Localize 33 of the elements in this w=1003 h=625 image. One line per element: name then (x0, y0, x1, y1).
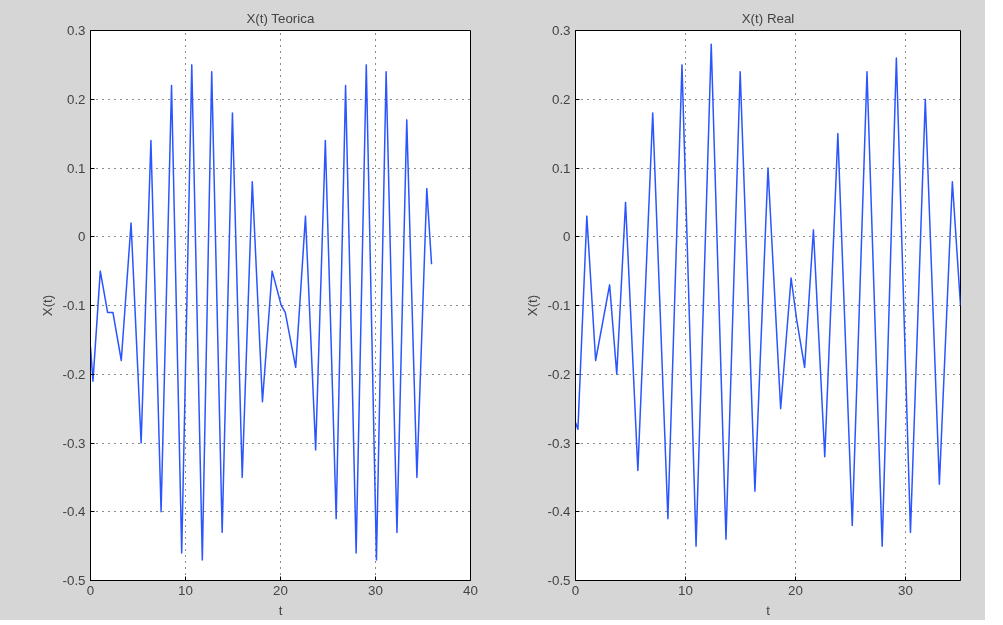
x-tick-label: 20 (273, 582, 288, 598)
chart-title: X(t) Real (741, 10, 795, 26)
y-axis-title: X(t) (39, 294, 55, 317)
y-tick-label: -0.3 (547, 435, 571, 451)
x-axis-title: t (278, 602, 283, 618)
y-axis-title: X(t) (524, 294, 540, 317)
y-tick-label: -0.5 (547, 573, 571, 588)
x-tick-label: 40 (463, 582, 478, 598)
y-tick-label: 0.2 (551, 91, 571, 107)
x-tick-label: 30 (368, 582, 383, 598)
y-tick-label: -0.3 (62, 435, 86, 451)
x-tick-label: 30 (898, 582, 913, 598)
y-tick-label: 0.3 (551, 23, 571, 38)
chart-title: X(t) Teorica (246, 10, 315, 26)
x-tick-label: 10 (178, 582, 193, 598)
x-tick-label: 20 (788, 582, 803, 598)
y-tick-label: 0 (563, 229, 571, 245)
y-tick-label: -0.4 (547, 504, 572, 520)
y-tick-label: -0.2 (62, 366, 86, 382)
y-tick-label: -0.1 (547, 298, 571, 313)
y-tick-label: 0.2 (66, 91, 86, 107)
y-tick-label: 0.1 (66, 160, 86, 176)
line-series (90, 64, 433, 561)
line-series (575, 43, 961, 547)
y-tick-label: 0.1 (551, 160, 571, 176)
y-tick-label: -0.1 (62, 298, 86, 313)
y-tick-label: -0.2 (547, 366, 571, 382)
y-tick-label: 0.3 (66, 23, 86, 38)
x-axis-title: t (766, 602, 771, 618)
y-tick-label: 0 (78, 229, 86, 245)
x-tick-label: 10 (678, 582, 693, 598)
y-tick-label: -0.5 (62, 573, 86, 588)
y-tick-label: -0.4 (62, 504, 87, 520)
